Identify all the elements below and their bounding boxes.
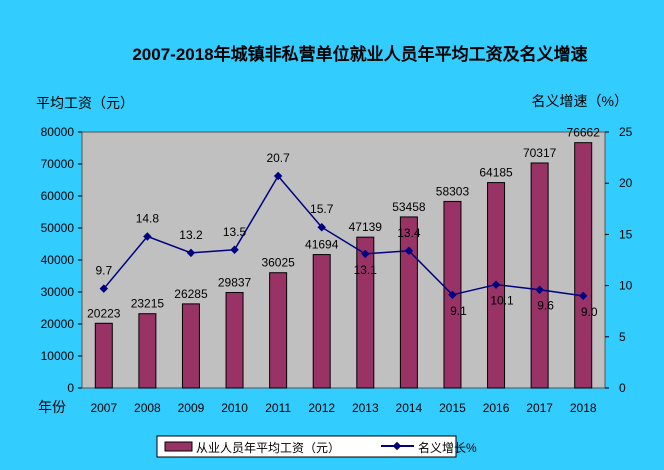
x-tick-label: 2014 [396,401,423,415]
bar [225,292,244,389]
right-tick-label: 25 [619,125,633,139]
left-tick-label: 80000 [41,125,75,139]
growth-data-label: 20.7 [266,151,290,165]
growth-point [317,222,326,232]
bar [138,313,157,389]
growth-data-label: 14.8 [136,211,160,225]
x-tick-label: 2018 [570,401,597,415]
chart-title: 2007-2018年城镇非私营单位就业人员年平均工资及名义增速 [132,44,587,64]
left-tick-label: 30000 [41,285,75,299]
growth-data-label: 10.1 [490,294,514,308]
right-tick-label: 10 [619,279,633,293]
bar [94,322,113,389]
growth-point [361,249,370,259]
bar [269,272,288,389]
left-tick-label: 70000 [41,157,75,171]
growth-data-label: 9.0 [581,305,598,319]
x-tick-label: 2016 [483,401,510,415]
left-tick-label: 50000 [41,221,75,235]
growth-data-label: 9.6 [537,299,554,313]
x-tick-label: 2010 [221,401,248,415]
bar [356,236,375,389]
growth-point [230,245,239,255]
legend-bar-label: 从业人员年平均工资（元） [196,441,340,455]
plot-area [81,131,606,389]
bar-data-label: 29837 [218,276,252,290]
bar [181,303,200,389]
right-tick-label: 0 [619,381,626,395]
growth-data-label: 9.7 [95,264,112,278]
left-tick-label: 20000 [41,317,75,331]
growth-data-label: 13.5 [223,225,247,239]
bar-data-label: 70317 [523,146,557,160]
growth-point [186,248,196,258]
left-axis-label: 平均工资（元） [36,95,134,111]
growth-point [578,291,588,301]
growth-point [99,284,109,293]
left-tick-label: 0 [67,381,74,395]
right-tick-label: 15 [619,227,633,241]
growth-data-label: 15.7 [310,202,334,216]
right-tick-label: 5 [619,330,626,344]
bar-data-label: 41694 [305,238,339,252]
bar-data-label: 53458 [392,200,426,214]
bar [312,254,331,389]
x-tick-label: 2008 [134,401,161,415]
x-tick-label: 2011 [265,401,291,415]
bar [530,162,549,389]
legend-line-label: 名义增长% [418,440,477,455]
bar-data-label: 76662 [567,126,601,140]
left-tick-label: 60000 [41,189,75,203]
legend-bar-swatch [164,441,193,452]
growth-point [448,290,457,300]
growth-point [273,171,283,181]
bar-data-label: 26285 [174,287,208,301]
left-tick-label: 40000 [41,253,75,267]
x-tick-label: 2015 [439,401,466,415]
bar [574,142,593,389]
growth-line [103,174,584,297]
x-tick-label: 2013 [352,401,379,415]
right-tick-label: 20 [619,176,633,190]
growth-data-label: 13.4 [397,226,421,240]
growth-data-label: 9.1 [450,304,467,318]
x-axis-label: 年份 [38,399,66,415]
x-tick-label: 2007 [90,401,117,415]
x-tick-label: 2009 [178,401,205,415]
legend: 从业人员年平均工资（元） 名义增长% [156,435,477,458]
growth-data-label: 13.1 [354,263,378,277]
x-tick-label: 2012 [308,401,335,415]
growth-data-label: 13.2 [179,228,203,242]
bar-data-label: 20223 [87,306,121,320]
growth-point [535,285,544,294]
growth-point [491,280,501,289]
bar-data-label: 58303 [436,184,470,198]
growth-point [143,232,152,241]
x-tick-label: 2017 [526,401,553,415]
bar-data-label: 64185 [479,166,513,180]
growth-point [404,246,414,256]
left-tick-label: 10000 [41,349,75,363]
legend-line-marker [392,441,402,451]
right-axis-label: 名义增速（%） [532,93,628,109]
bar-data-label: 47139 [349,220,383,234]
bar-data-label: 36025 [261,256,295,270]
bar-data-label: 23215 [131,297,165,311]
bar [399,216,418,389]
